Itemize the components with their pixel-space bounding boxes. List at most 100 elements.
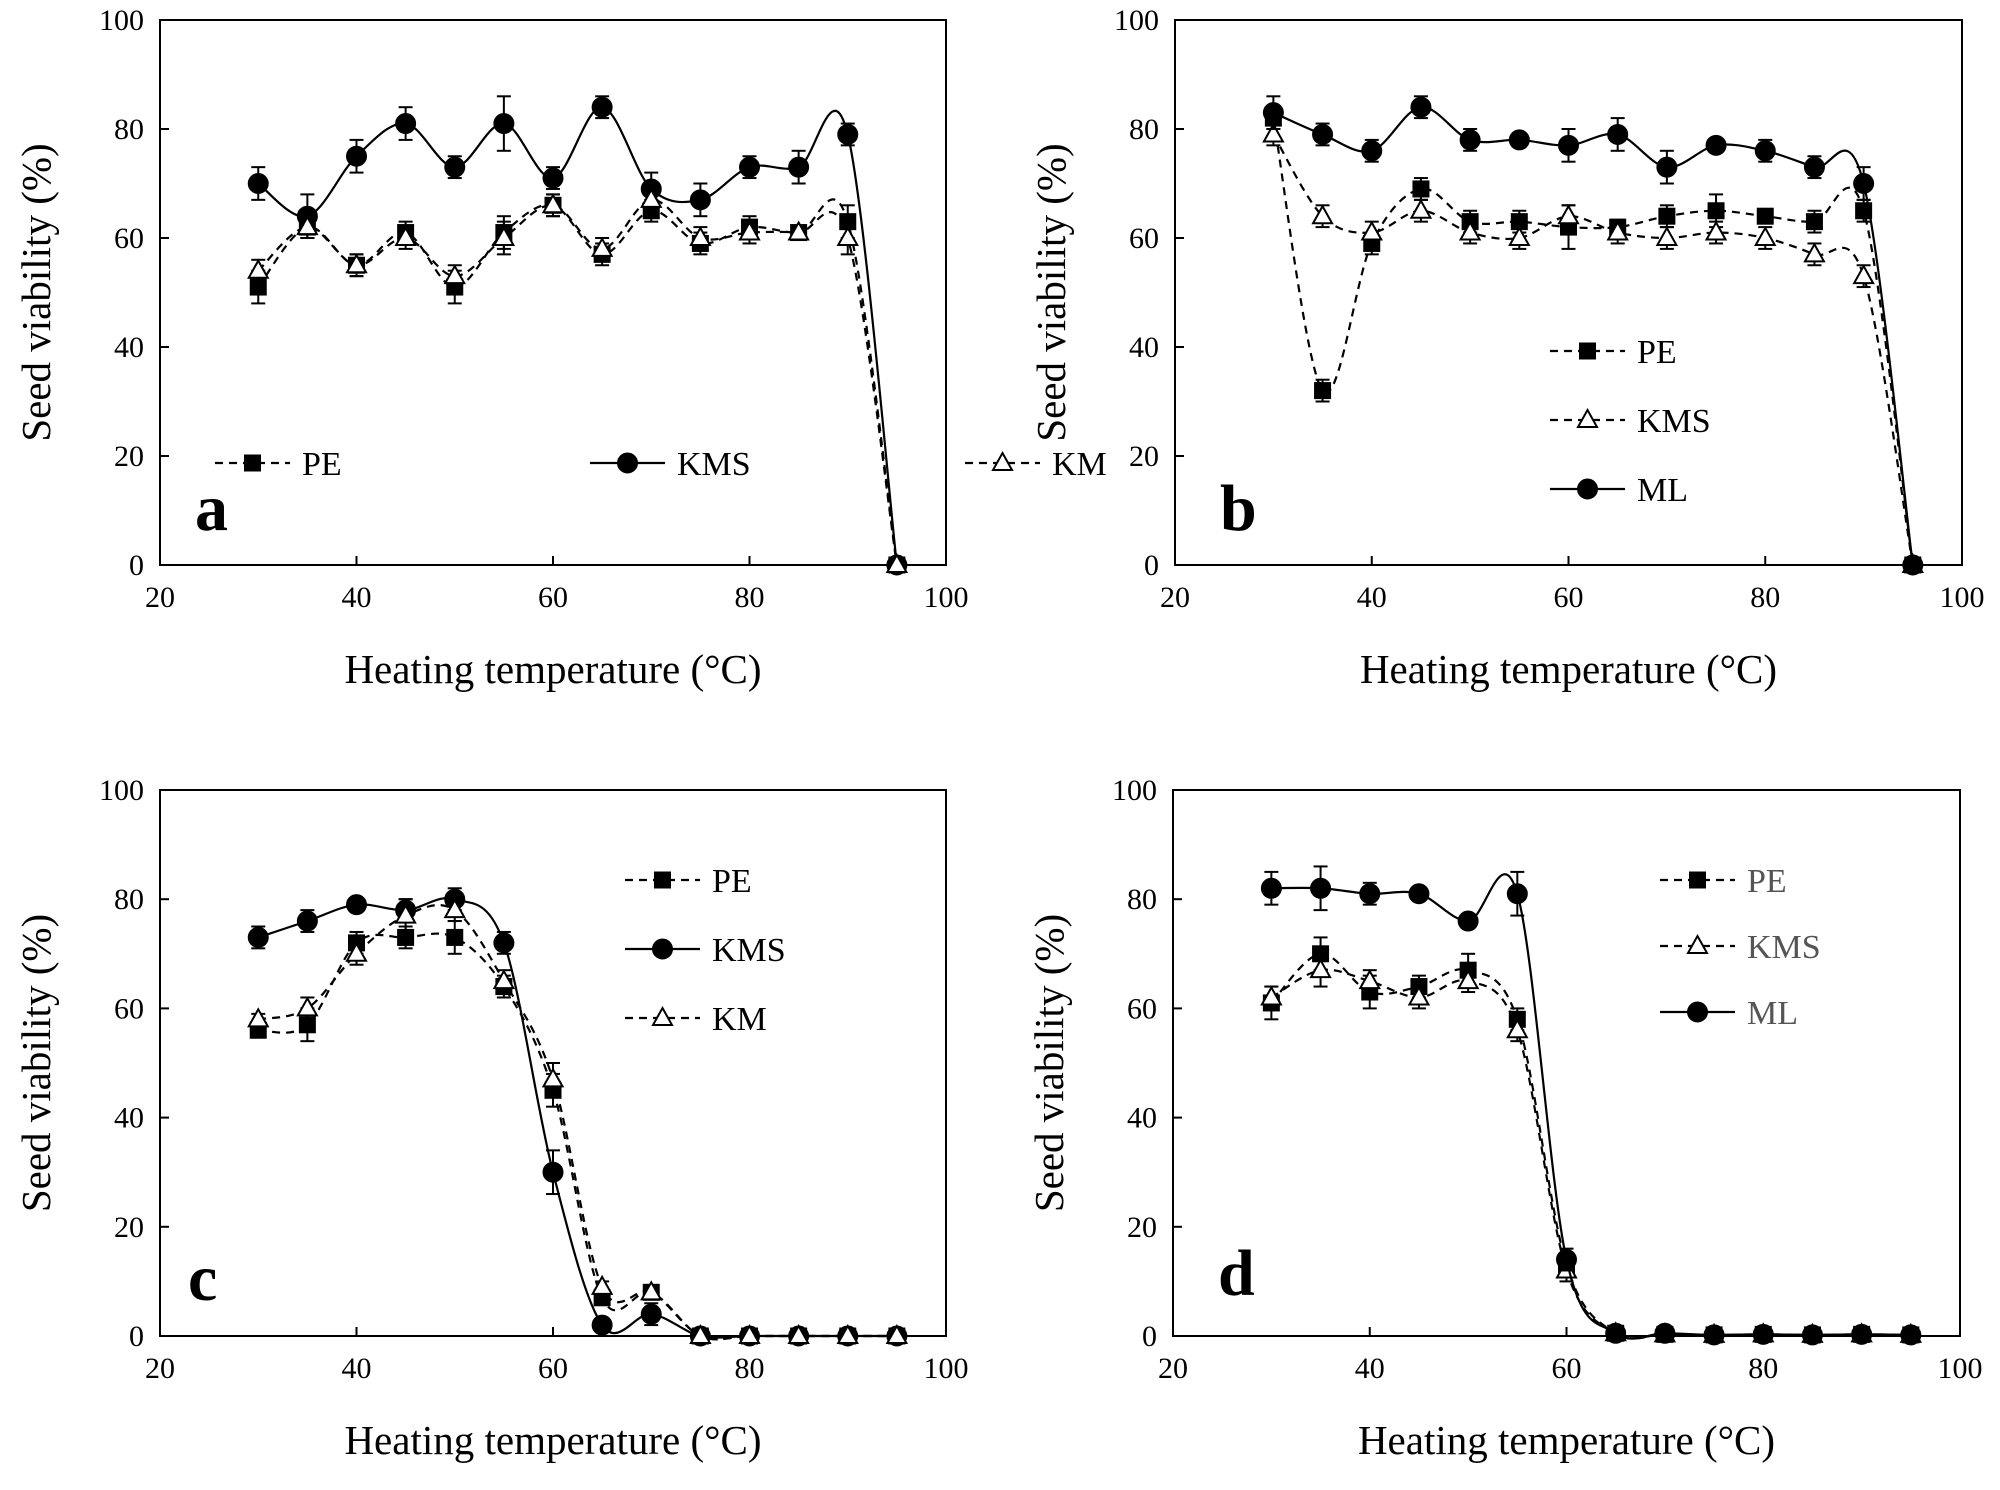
y-tick-label: 0 xyxy=(129,1320,144,1353)
legend-label-kms: KMS xyxy=(1747,929,1821,966)
data-point-pe xyxy=(1658,207,1676,225)
x-tick-label: 40 xyxy=(342,581,372,614)
data-point-km xyxy=(640,1280,663,1301)
data-point-km xyxy=(247,258,270,279)
legend-label-km: KM xyxy=(712,1001,767,1038)
data-point-km xyxy=(590,236,614,257)
data-point-ml xyxy=(1754,140,1776,162)
y-axis-label: Seed viability (%) xyxy=(1026,914,1072,1212)
data-point-kms xyxy=(1655,225,1679,246)
data-point-ml xyxy=(1605,1322,1627,1344)
data-point-km xyxy=(541,1067,565,1088)
y-tick-label: 0 xyxy=(1144,549,1159,582)
data-point-kms xyxy=(1557,204,1580,225)
series-line-kms xyxy=(1272,133,1914,566)
data-point-km xyxy=(689,1323,712,1344)
data-point-kms xyxy=(493,113,515,135)
legend-marker xyxy=(244,454,261,472)
legend: PE KMS ML xyxy=(1550,334,1711,509)
data-point-ml xyxy=(1558,134,1579,156)
data-point-kms xyxy=(1852,264,1875,285)
data-point-kms xyxy=(542,167,564,189)
legend-label-pe: PE xyxy=(1637,334,1677,371)
data-point-pe xyxy=(1756,207,1774,225)
data-point-ml xyxy=(1457,910,1479,932)
data-point-km xyxy=(689,225,712,246)
series-kms xyxy=(1262,122,1925,573)
data-point-ml xyxy=(1900,1324,1922,1346)
legend-label-ml: ML xyxy=(1637,472,1688,509)
data-point-km xyxy=(541,193,565,214)
data-point-ml xyxy=(1607,123,1629,145)
y-tick-label: 20 xyxy=(114,440,144,473)
y-tick-label: 60 xyxy=(114,222,144,255)
x-tick-label: 80 xyxy=(735,1352,765,1385)
data-point-ml xyxy=(1262,102,1284,124)
data-point-km xyxy=(885,1323,909,1344)
data-point-pe xyxy=(1805,213,1823,231)
data-point-ml xyxy=(1508,129,1530,151)
data-point-ml xyxy=(1752,1323,1774,1345)
y-tick-label: 80 xyxy=(1127,883,1157,916)
series-line-ml xyxy=(1271,873,1911,1340)
data-point-kms xyxy=(1260,985,1283,1006)
legend-marker xyxy=(651,1005,674,1026)
y-tick-label: 60 xyxy=(1129,222,1159,255)
y-tick-label: 20 xyxy=(1129,440,1159,473)
legend-label-kms: KMS xyxy=(712,932,786,969)
data-point-kms xyxy=(1704,220,1728,241)
y-tick-label: 80 xyxy=(114,113,144,146)
data-point-kms xyxy=(689,189,711,211)
data-point-ml xyxy=(1703,1324,1725,1346)
data-point-kms xyxy=(247,926,269,948)
legend: PE KMS KM xyxy=(215,446,1107,483)
data-point-ml xyxy=(1853,173,1875,194)
legend-label-kms: KMS xyxy=(1637,403,1711,440)
data-point-ml xyxy=(1408,883,1430,905)
data-point-ml xyxy=(1506,883,1528,905)
data-point-ml xyxy=(1902,554,1924,576)
series-line-km xyxy=(258,904,897,1341)
data-point-kms xyxy=(837,123,859,145)
x-tick-label: 100 xyxy=(1940,581,1985,614)
data-point-kms xyxy=(296,910,318,932)
x-tick-label: 80 xyxy=(735,581,765,614)
panel-letter: c xyxy=(188,1242,217,1315)
x-axis-label: Heating temperature (°C) xyxy=(1358,1417,1775,1463)
series-km xyxy=(247,182,909,573)
data-point-km xyxy=(296,996,319,1017)
series-line-pe xyxy=(1270,952,1911,1340)
y-tick-label: 80 xyxy=(114,883,144,916)
y-axis-label: Seed viability (%) xyxy=(13,914,59,1212)
panel-letter: a xyxy=(195,472,228,545)
x-tick-label: 60 xyxy=(1554,581,1584,614)
y-tick-label: 0 xyxy=(129,549,144,582)
legend-label-pe: PE xyxy=(1747,863,1787,900)
y-tick-label: 80 xyxy=(1129,113,1159,146)
data-point-km xyxy=(394,903,417,924)
legend-label-pe: PE xyxy=(302,446,342,483)
series-pe xyxy=(1262,936,1920,1344)
data-point-kms xyxy=(1358,969,1381,990)
data-point-kms xyxy=(346,145,367,167)
series-kms xyxy=(1260,952,1923,1343)
x-tick-label: 20 xyxy=(1160,581,1190,614)
data-point-ml xyxy=(1556,1249,1577,1271)
data-point-ml xyxy=(1705,134,1727,156)
data-point-km xyxy=(345,253,368,274)
data-point-km xyxy=(443,264,466,285)
data-point-ml xyxy=(1410,96,1432,118)
data-point-ml xyxy=(1801,1324,1823,1346)
data-point-km xyxy=(394,225,417,246)
x-tick-label: 60 xyxy=(538,1352,568,1385)
series-pe xyxy=(1264,106,1922,574)
legend-marker xyxy=(1686,933,1709,954)
legend-label-kms: KMS xyxy=(677,446,751,483)
data-point-kms xyxy=(1409,198,1433,219)
legend-marker xyxy=(1579,342,1596,360)
x-tick-label: 40 xyxy=(342,1352,372,1385)
data-point-kms xyxy=(1407,985,1431,1006)
data-point-km xyxy=(885,552,909,573)
x-tick-label: 100 xyxy=(924,581,969,614)
